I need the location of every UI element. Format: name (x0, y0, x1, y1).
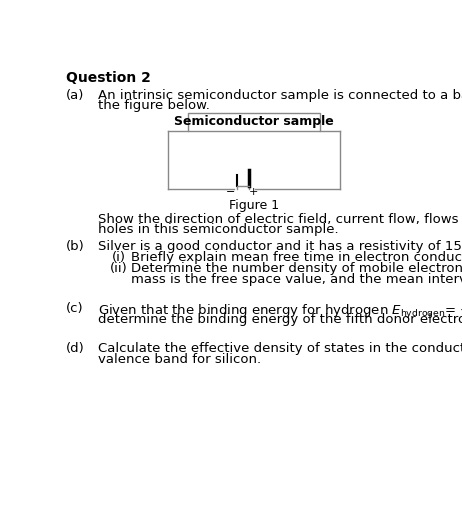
Text: Figure 1: Figure 1 (229, 199, 279, 213)
Text: (c): (c) (66, 302, 83, 315)
Text: mass is the free space value, and the mean interval time is 0.2 ps.: mass is the free space value, and the me… (131, 272, 462, 286)
Text: Given that the binding energy for hydrogen $E_{\rm hydrogen}$= $-13.6/n^2$ eV,: Given that the binding energy for hydrog… (98, 302, 462, 322)
Text: Calculate the effective density of states in the conduction band and: Calculate the effective density of state… (98, 342, 462, 355)
Text: Determine the number density of mobile electrons if their effective: Determine the number density of mobile e… (131, 262, 462, 275)
Text: Show the direction of electric field, current flow, flows of electrons and: Show the direction of electric field, cu… (98, 213, 462, 226)
Text: the figure below.: the figure below. (98, 99, 210, 113)
Text: (a): (a) (66, 88, 84, 102)
Text: (b): (b) (66, 240, 84, 253)
Text: determine the binding energy of the fifth donor electron in silicon.: determine the binding energy of the fift… (98, 312, 462, 326)
Text: −: − (226, 187, 235, 197)
Text: An intrinsic semiconductor sample is connected to a battery as shown in: An intrinsic semiconductor sample is con… (98, 88, 462, 102)
Text: holes in this semiconductor sample.: holes in this semiconductor sample. (98, 223, 339, 236)
Text: +: + (249, 187, 259, 197)
Text: valence band for silicon.: valence band for silicon. (98, 352, 261, 366)
Text: (i): (i) (112, 251, 126, 264)
Text: Briefly explain mean free time in electron conduction.: Briefly explain mean free time in electr… (131, 251, 462, 264)
Text: Semiconductor sample: Semiconductor sample (174, 115, 334, 128)
Text: (d): (d) (66, 342, 84, 355)
Text: Question 2: Question 2 (66, 71, 150, 85)
Text: (ii): (ii) (109, 262, 128, 275)
Text: Silver is a good conductor and it has a resistivity of 15.9nΩm.: Silver is a good conductor and it has a … (98, 240, 462, 253)
Bar (188, 113, 320, 131)
